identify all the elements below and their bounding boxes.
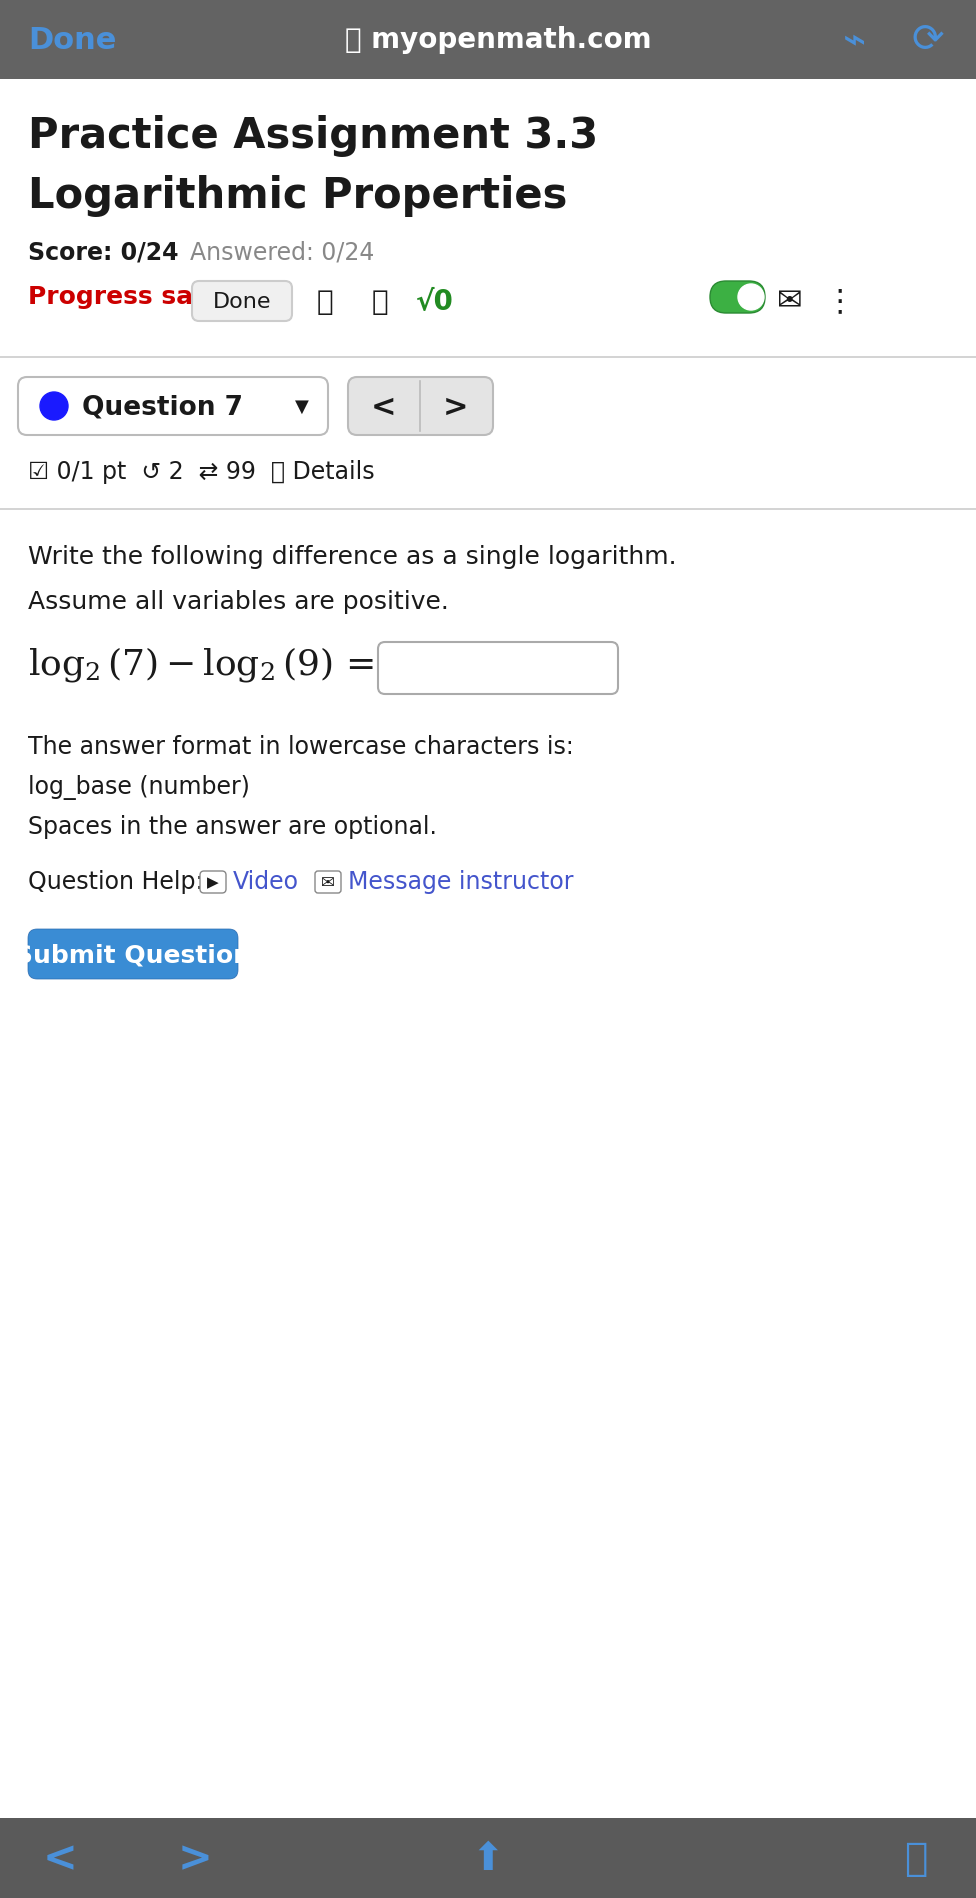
Text: Submit Question: Submit Question (15, 943, 251, 966)
Text: Done: Done (28, 25, 116, 55)
FancyBboxPatch shape (315, 871, 341, 894)
Text: 📄: 📄 (316, 288, 334, 315)
Text: Answered: 0/24: Answered: 0/24 (190, 239, 375, 264)
Text: Question Help:: Question Help: (28, 869, 203, 894)
Text: Logarithmic Properties: Logarithmic Properties (28, 175, 567, 216)
FancyBboxPatch shape (200, 871, 226, 894)
Text: Write the following difference as a single logarithm.: Write the following difference as a sing… (28, 545, 676, 569)
Text: ✉: ✉ (777, 287, 802, 317)
FancyBboxPatch shape (710, 281, 765, 313)
Text: ⎙: ⎙ (372, 288, 388, 315)
Text: ▶: ▶ (207, 875, 219, 890)
Bar (0, 0, 976, 80)
Text: log_base (number): log_base (number) (28, 774, 250, 799)
FancyBboxPatch shape (378, 643, 618, 695)
FancyBboxPatch shape (192, 281, 292, 323)
Text: Assume all variables are positive.: Assume all variables are positive. (28, 590, 449, 613)
Text: ✉: ✉ (321, 873, 335, 892)
FancyBboxPatch shape (348, 378, 493, 437)
Text: Video: Video (233, 869, 299, 894)
Text: ⟳: ⟳ (912, 21, 945, 59)
Text: Spaces in the answer are optional.: Spaces in the answer are optional. (28, 814, 437, 839)
Text: Message instructor: Message instructor (348, 869, 574, 894)
Text: Practice Assignment 3.3: Practice Assignment 3.3 (28, 116, 598, 158)
FancyBboxPatch shape (18, 378, 328, 437)
Text: ⬆: ⬆ (471, 1839, 505, 1877)
Text: ▼: ▼ (295, 399, 309, 416)
Text: >: > (178, 1837, 213, 1879)
Text: <: < (370, 393, 395, 421)
Text: ⋮: ⋮ (825, 287, 855, 317)
Text: $\log_2(7) - \log_2(9)\, =$: $\log_2(7) - \log_2(9)\, =$ (28, 645, 374, 683)
Text: ⌁: ⌁ (843, 21, 867, 59)
Text: Done: Done (213, 292, 271, 311)
Text: ☑ 0/1 pt  ↺ 2  ⇄ 99  ⓘ Details: ☑ 0/1 pt ↺ 2 ⇄ 99 ⓘ Details (28, 459, 375, 484)
Text: >: > (443, 393, 468, 421)
Text: ⦿: ⦿ (905, 1839, 927, 1877)
Text: 🔒 myopenmath.com: 🔒 myopenmath.com (345, 27, 651, 53)
Text: The answer format in lowercase characters is:: The answer format in lowercase character… (28, 735, 574, 759)
Text: Progress saved: Progress saved (28, 285, 244, 309)
Circle shape (40, 393, 68, 421)
FancyBboxPatch shape (28, 930, 238, 979)
Text: √0: √0 (416, 288, 454, 315)
Text: Score: 0/24: Score: 0/24 (28, 239, 179, 264)
Text: <: < (43, 1837, 77, 1879)
Bar (0, 1818, 976, 1898)
Circle shape (738, 285, 764, 311)
Text: Question 7: Question 7 (82, 393, 243, 419)
